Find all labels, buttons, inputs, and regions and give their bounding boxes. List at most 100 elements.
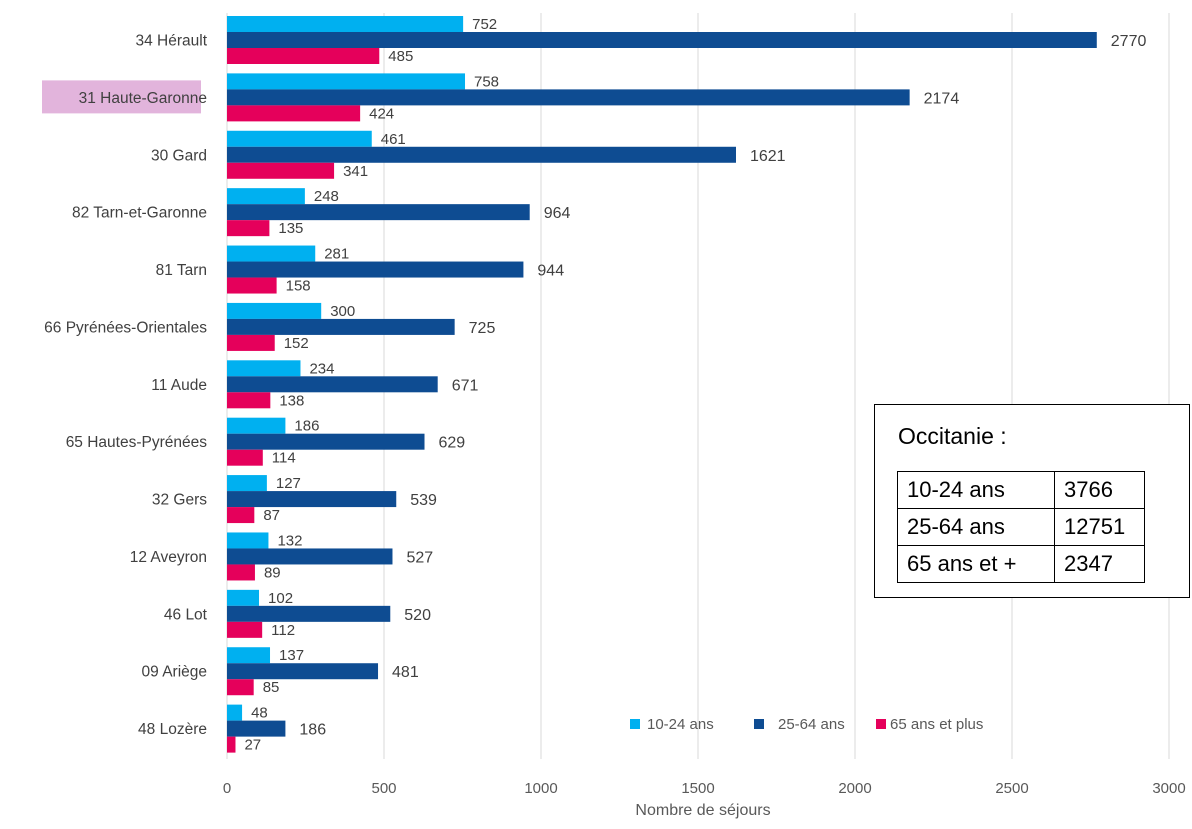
category-label: 66 Pyrénées-Orientales (44, 319, 207, 336)
legend-swatch (876, 719, 886, 729)
category-label: 09 Ariège (142, 664, 208, 681)
value-label: 281 (324, 246, 349, 263)
category-label: 48 Lozère (138, 721, 207, 738)
category-label: 46 Lot (164, 606, 208, 623)
category-label: 11 Aude (151, 377, 207, 394)
category-label: 65 Hautes-Pyrénées (66, 434, 208, 451)
value-label: 485 (388, 48, 413, 65)
value-label: 1621 (750, 148, 786, 165)
value-label: 138 (279, 392, 304, 409)
value-label: 300 (330, 303, 355, 320)
value-label: 89 (264, 564, 281, 581)
bar-10-24-ans (227, 73, 466, 90)
category-label: 12 Aveyron (130, 549, 207, 566)
bar-10-24-ans (227, 417, 286, 434)
legend-swatch (630, 719, 640, 729)
legend-swatch (754, 719, 764, 729)
x-tick-label: 2000 (838, 780, 871, 797)
bar-25-64-ans (227, 720, 286, 737)
bar-10-24-ans (227, 188, 305, 205)
category-label: 32 Gers (152, 492, 207, 509)
bar-10-24-ans (227, 475, 267, 492)
summary-row: 25-64 ans 12751 (897, 508, 1145, 546)
bar-25-64-ans (227, 261, 524, 278)
bar-65-ans-et-plus (227, 736, 236, 753)
x-tick-label: 2500 (995, 780, 1028, 797)
summary-row-value: 12751 (1054, 508, 1145, 546)
value-label: 520 (404, 607, 431, 624)
bar-65-ans-et-plus (227, 392, 271, 409)
value-label: 132 (277, 532, 302, 549)
value-label: 725 (469, 320, 496, 337)
summary-box: Occitanie : 10-24 ans 3766 25-64 ans 127… (874, 404, 1190, 598)
value-label: 137 (279, 647, 304, 664)
bar-25-64-ans (227, 204, 530, 221)
category-label: 31 Haute-Garonne (79, 90, 207, 107)
summary-row: 65 ans et + 2347 (897, 545, 1145, 583)
bar-10-24-ans (227, 704, 243, 721)
value-label: 539 (410, 492, 437, 509)
summary-title: Occitanie : (898, 423, 1007, 449)
value-label: 152 (284, 335, 309, 352)
value-label: 85 (263, 679, 280, 696)
legend-label: 25-64 ans (778, 716, 845, 733)
value-label: 2770 (1111, 33, 1147, 50)
category-labels: 34 Hérault 31 Haute-Garonne 30 Gard 82 Tarn… (42, 33, 208, 738)
value-label: 461 (381, 131, 406, 148)
value-label: 671 (452, 377, 479, 394)
bar-25-64-ans (227, 433, 425, 450)
category-label: 82 Tarn-et-Garonne (72, 205, 207, 222)
value-label: 629 (439, 435, 466, 452)
value-label: 87 (263, 507, 280, 524)
summary-row-label: 25-64 ans (897, 508, 1055, 546)
summary-row-label: 10-24 ans (897, 471, 1055, 509)
value-label: 112 (271, 622, 295, 639)
bar-65-ans-et-plus (227, 220, 270, 237)
bar-10-24-ans (227, 647, 271, 664)
category-label: 30 Gard (151, 147, 207, 164)
summary-table: 10-24 ans 3766 25-64 ans 12751 65 ans et… (897, 471, 1145, 583)
x-axis-title: Nombre de séjours (635, 802, 770, 819)
category-label: 81 Tarn (156, 262, 207, 279)
bar-10-24-ans (227, 130, 372, 147)
x-axis-ticks: 0 500 1000 1500 2000 2500 3000 (223, 780, 1186, 797)
value-label: 186 (294, 418, 319, 435)
bar-10-24-ans (227, 16, 464, 32)
value-label: 27 (244, 737, 261, 754)
bar-10-24-ans (227, 302, 322, 319)
highlight-background (42, 80, 201, 114)
bar-65-ans-et-plus (227, 507, 255, 524)
value-label: 102 (268, 590, 293, 607)
bar-25-64-ans (227, 663, 379, 680)
bar-65-ans-et-plus (227, 449, 263, 466)
legend-label: 10-24 ans (647, 716, 714, 733)
x-tick-label: 0 (223, 780, 231, 797)
value-label: 48 (251, 705, 268, 722)
value-label: 527 (406, 549, 433, 566)
bar-25-64-ans (227, 318, 455, 335)
value-label: 2174 (924, 90, 960, 107)
value-label: 135 (278, 220, 303, 237)
value-label: 234 (309, 360, 334, 377)
value-label: 114 (272, 450, 296, 467)
value-label: 127 (276, 475, 301, 492)
x-tick-label: 1500 (681, 780, 714, 797)
bar-65-ans-et-plus (227, 564, 255, 581)
bar-65-ans-et-plus (227, 105, 361, 122)
value-label: 481 (392, 664, 419, 681)
x-tick-label: 500 (371, 780, 396, 797)
summary-row-label: 65 ans et + (897, 545, 1055, 583)
bar-65-ans-et-plus (227, 621, 263, 638)
x-tick-label: 3000 (1152, 780, 1185, 797)
bar-25-64-ans (227, 89, 910, 106)
x-tick-label: 1000 (524, 780, 557, 797)
category-label: 34 Hérault (135, 33, 207, 50)
gridlines (226, 13, 1170, 759)
value-label: 752 (472, 16, 497, 33)
legend-label: 65 ans et plus (890, 716, 983, 733)
value-label: 758 (474, 73, 499, 90)
summary-row-value: 3766 (1054, 471, 1145, 509)
legend: 10-24 ans 25-64 ans 65 ans et plus (630, 716, 983, 733)
bar-65-ans-et-plus (227, 162, 335, 179)
